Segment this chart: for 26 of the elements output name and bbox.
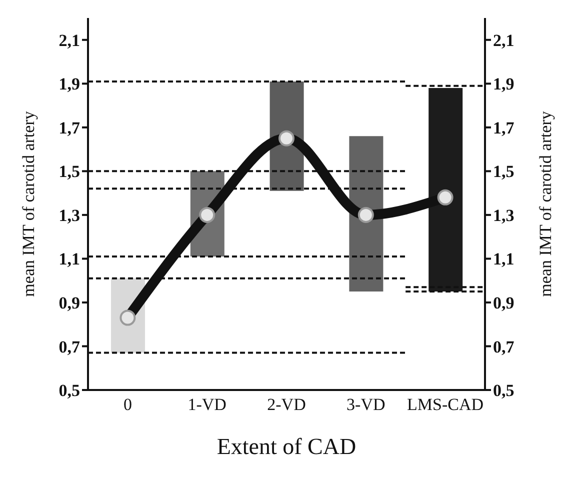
y-tick-label: 1,3 xyxy=(58,206,80,225)
y2-tick-label: 0,5 xyxy=(493,381,514,400)
x-tick-label: 2-VD xyxy=(267,395,306,414)
y2-tick-label: 2,1 xyxy=(493,30,514,50)
y-tick-label: 1,1 xyxy=(58,250,80,269)
x-tick-label: 0 xyxy=(123,395,132,414)
x-tick-label: LMS-CAD xyxy=(407,395,484,414)
y-tick-label: 0,9 xyxy=(58,294,80,313)
y-tick-label: 1,9 xyxy=(58,74,80,94)
y-tick-label: 1,7 xyxy=(58,118,80,138)
y-tick-label: 1,5 xyxy=(58,162,80,182)
y-axis-title: mean IMT of carotid artery xyxy=(19,110,38,297)
y2-tick-label: 1,7 xyxy=(493,118,515,138)
x-tick-label: 3-VD xyxy=(346,395,386,414)
y2-tick-label: 0,9 xyxy=(493,294,514,313)
y2-axis-title: mean IMT of carotid artery xyxy=(536,110,556,297)
y2-tick-label: 1,9 xyxy=(493,74,514,94)
x-tick-label: 1-VD xyxy=(188,395,226,414)
y-tick-label: 0,7 xyxy=(58,337,80,356)
y2-tick-label: 0,7 xyxy=(493,337,515,356)
x-axis-title: Extent of CAD xyxy=(216,434,356,459)
y-tick-label: 2,1 xyxy=(58,30,80,50)
y2-tick-label: 1,3 xyxy=(493,206,514,225)
y2-tick-label: 1,1 xyxy=(493,250,514,269)
y2-tick-label: 1,5 xyxy=(493,162,514,182)
y-tick-label: 0,5 xyxy=(58,381,80,400)
